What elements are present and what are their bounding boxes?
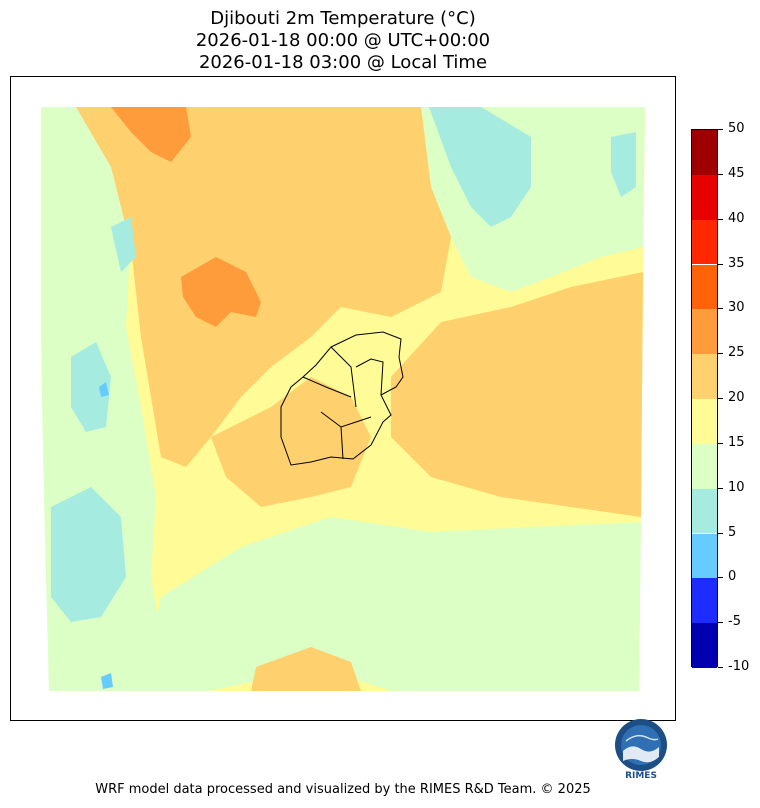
colorbar-tick — [718, 442, 723, 444]
colorbar-segment — [692, 533, 717, 579]
temp-band-25-30-north — [111, 107, 191, 162]
colorbar-segment — [692, 354, 717, 399]
temp-band-10-15-south — [141, 517, 641, 691]
colorbar-segment — [692, 309, 717, 355]
colorbar-tick-label: 45 — [728, 165, 745, 181]
colorbar-tick — [718, 532, 723, 534]
djibouti-region-lines — [302, 346, 384, 460]
temp-band-0-5-speck — [99, 382, 109, 397]
colorbar-segment — [692, 130, 717, 175]
colorbar-tick-label: 5 — [728, 524, 737, 540]
colorbar-tick — [718, 667, 723, 668]
rimes-logo-text: RIMES — [625, 771, 657, 781]
temp-band-5-10-west-2 — [71, 342, 111, 432]
temp-band-20-25-south-patch — [251, 647, 361, 691]
colorbar-tick — [718, 173, 723, 175]
colorbar-tick — [718, 398, 723, 399]
temp-band-5-10-northeast-2 — [611, 132, 636, 197]
colorbar-tick-label: 40 — [728, 210, 745, 226]
temp-band-25-30-west — [181, 257, 261, 327]
colorbar-segment — [692, 488, 717, 534]
colorbar-segment — [692, 399, 717, 444]
colorbar-tick — [718, 129, 723, 130]
temp-band-20-25-north — [76, 107, 451, 467]
colorbar-segment — [692, 174, 717, 220]
colorbar-tick-label: 35 — [728, 255, 745, 271]
temp-band-0-5-speck-2 — [101, 673, 113, 689]
temp-band-5-10-northeast — [429, 107, 531, 227]
colorbar-segment — [692, 578, 717, 624]
colorbar-tick-label: 30 — [728, 300, 745, 316]
rimes-logo: RIMES — [610, 717, 672, 783]
colorbar-tick-label: 0 — [728, 569, 737, 585]
colorbar-segment — [692, 623, 717, 668]
colorbar-tick-label: 50 — [728, 121, 745, 136]
colorbar-tick — [718, 263, 723, 265]
colorbar-tick — [718, 622, 723, 624]
colorbar-tick-label: 25 — [728, 345, 745, 361]
map-title: Djibouti 2m Temperature (°C) 2026-01-18 … — [0, 8, 686, 74]
colorbar-segment — [692, 219, 717, 265]
title-line-variable: Djibouti 2m Temperature (°C) — [210, 8, 476, 29]
temp-band-5-10-west — [51, 487, 126, 622]
colorbar-tick — [718, 308, 723, 310]
colorbar-tick-label: 10 — [728, 479, 745, 495]
colorbar-tick-label: -5 — [728, 614, 741, 630]
temp-band-5-10-west-3 — [111, 217, 136, 272]
temperature-map — [41, 107, 645, 691]
colorbar-segment — [692, 264, 717, 310]
colorbar-tick — [718, 577, 723, 579]
title-line-local-time: 2026-01-18 03:00 @ Local Time — [198, 52, 488, 73]
djibouti-border — [280, 331, 404, 466]
footer-credit: WRF model data processed and visualized … — [95, 782, 591, 797]
colorbar-segment — [692, 443, 717, 489]
title-line-utc-time: 2026-01-18 00:00 @ UTC+00:00 — [195, 30, 491, 51]
colorbar-tick — [718, 353, 723, 355]
colorbar-tick-label: 20 — [728, 390, 745, 405]
colorbar-tick-label: -10 — [728, 659, 750, 674]
colorbar-tick — [718, 487, 723, 489]
map-frame: RIMES — [10, 76, 676, 781]
temperature-colorbar — [691, 129, 718, 668]
temp-band-20-25-east — [391, 272, 643, 517]
colorbar-tick — [718, 218, 723, 220]
temp-band-20-25-central — [211, 377, 371, 507]
colorbar-tick-label: 15 — [728, 434, 745, 450]
